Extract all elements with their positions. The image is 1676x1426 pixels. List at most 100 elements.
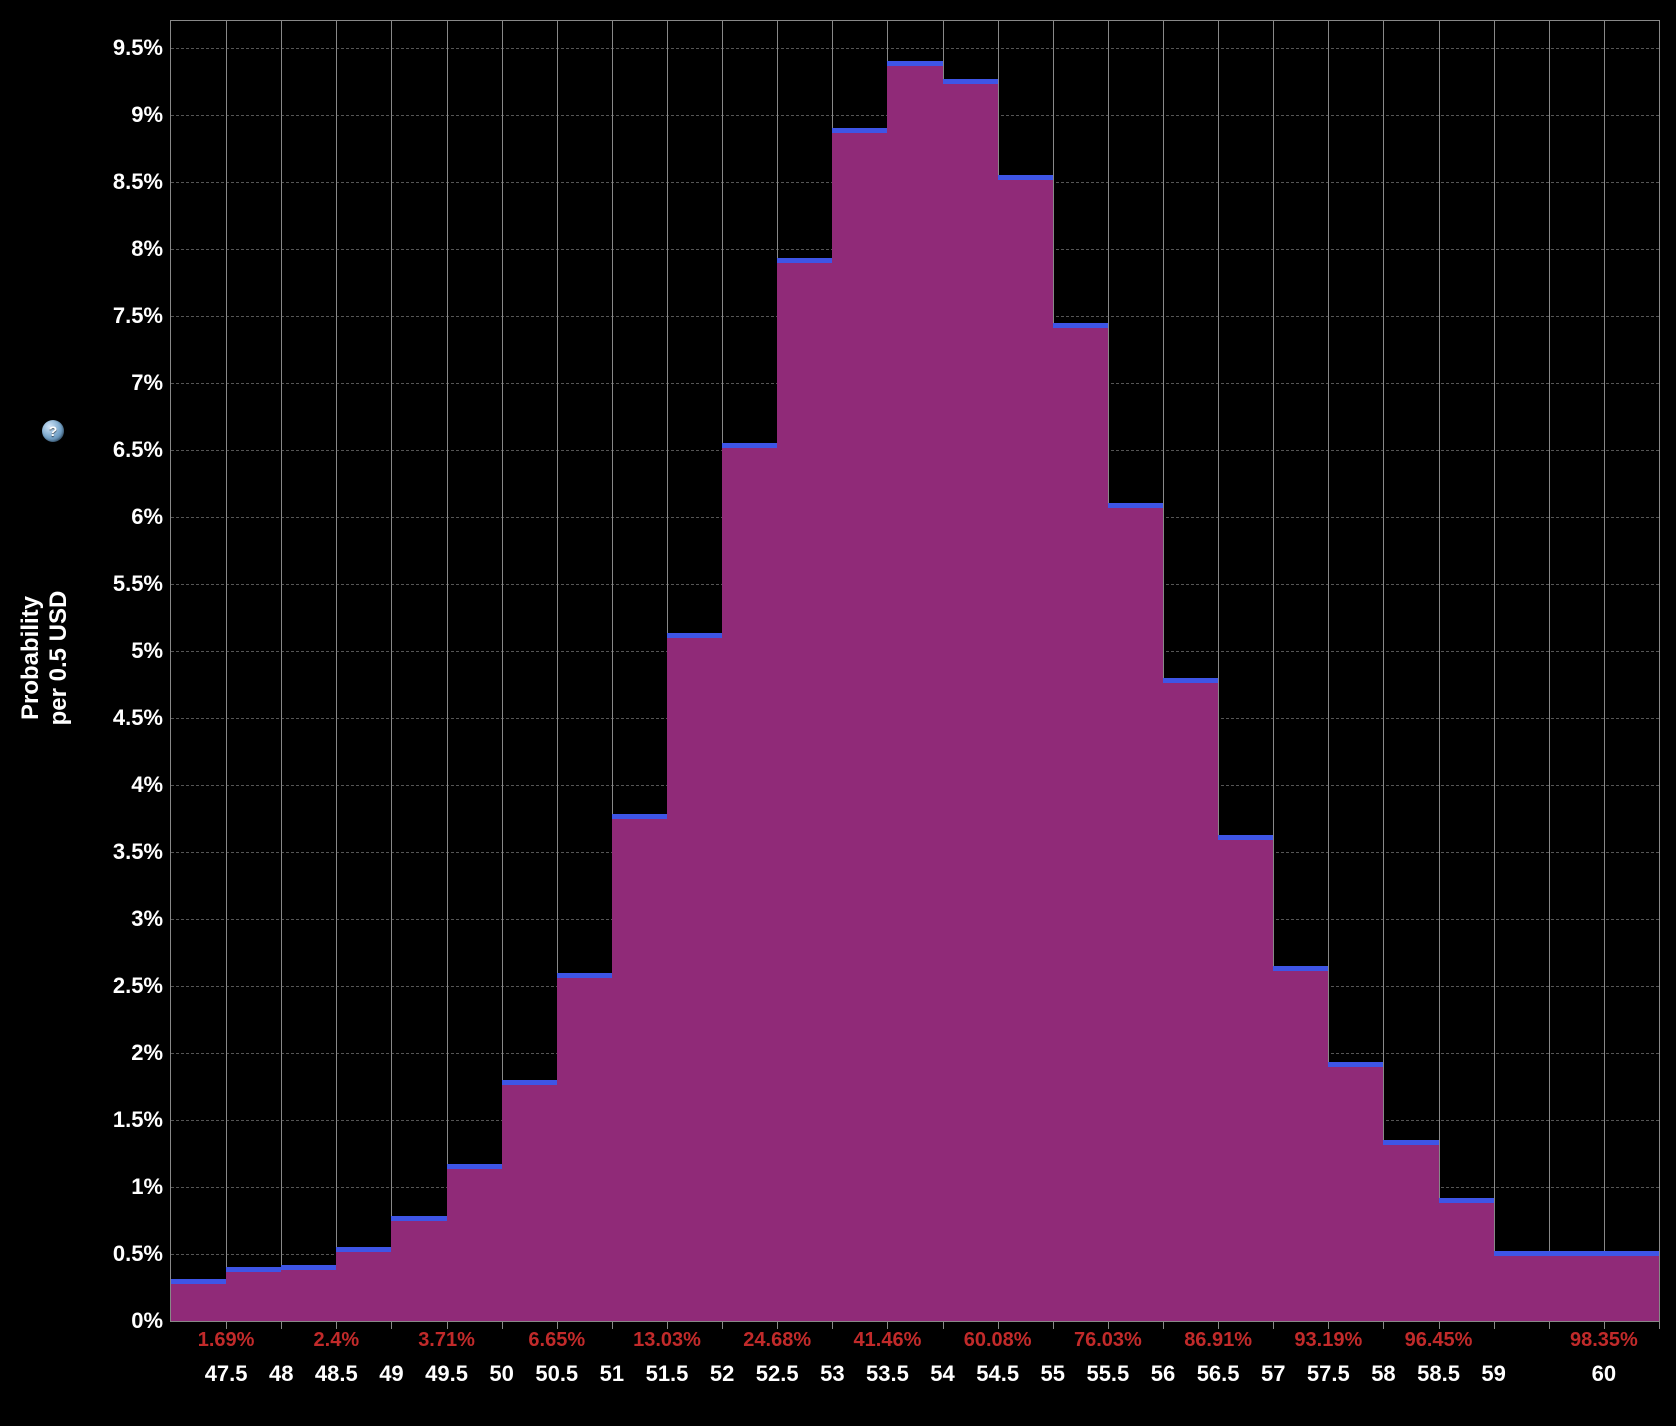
x-tick-label-primary: 55.5 [1086,1321,1129,1387]
histogram-bar-top [1218,835,1273,840]
histogram-bar-fill [1328,1067,1383,1321]
x-tick-label-primary: 58.5 [1417,1321,1460,1387]
histogram-bar-top [1273,966,1328,971]
histogram-bar-fill [1604,1256,1659,1321]
histogram-bar-fill [1439,1203,1494,1321]
x-tick-label-primary: 54.5 [976,1321,1019,1387]
histogram-bar [887,61,942,1321]
histogram-bar-top [1439,1198,1494,1203]
help-icon[interactable] [42,420,64,442]
x-tick-label-primary: 49 [379,1321,403,1387]
y-tick-label: 8.5% [113,169,171,195]
histogram-bar-fill [281,1270,336,1321]
histogram-bar-fill [612,819,667,1321]
x-tick-label-primary: 56.5 [1197,1321,1240,1387]
y-tick-label: 3.5% [113,839,171,865]
gridline-v [391,21,392,1321]
x-tick-label-primary: 58 [1371,1321,1395,1387]
histogram-bar-top [887,61,942,66]
x-tick-label-primary: 53.5 [866,1321,909,1387]
histogram-bar-top [226,1267,281,1272]
gridline-v [1383,21,1384,1321]
histogram-bar [943,79,998,1321]
histogram-bar [447,1164,502,1321]
y-tick-label: 2% [131,1040,171,1066]
histogram-bar-top [336,1247,391,1252]
gridline-v [1659,21,1660,1321]
histogram-bar [1218,835,1273,1321]
probability-histogram: Probability per 0.5 USD 0%0.5%1%1.5%2%2.… [0,0,1676,1426]
histogram-bar [281,1265,336,1321]
x-tick-label-primary: 60 [1592,1321,1616,1387]
histogram-bar-fill [226,1272,281,1321]
histogram-bar-top [281,1265,336,1270]
y-tick-label: 6.5% [113,437,171,463]
histogram-bar-fill [887,66,942,1321]
x-tick-label-primary: 56 [1151,1321,1175,1387]
x-tick-label-primary: 54 [930,1321,954,1387]
y-tick-label: 1.5% [113,1107,171,1133]
histogram-bar-top [557,973,612,978]
histogram-bar [722,443,777,1321]
x-tick-label-primary: 50.5 [535,1321,578,1387]
histogram-bar-fill [722,448,777,1321]
y-axis-label-line2: per 0.5 USD [45,591,72,726]
histogram-bar-top [1494,1251,1549,1256]
histogram-bar [832,128,887,1321]
x-tick-mark [1659,1321,1660,1329]
histogram-bar-fill [1549,1256,1604,1321]
histogram-bar-top [171,1279,226,1284]
x-tick-label-primary: 52 [710,1321,734,1387]
histogram-bar-fill [171,1284,226,1321]
x-tick-label-primary: 57.5 [1307,1321,1350,1387]
x-tick-label-primary: 51.5 [646,1321,689,1387]
histogram-bar [667,633,722,1321]
histogram-bar [1383,1140,1438,1321]
y-axis-label: Probability per 0.5 USD [17,558,73,758]
histogram-bar-top [1108,503,1163,508]
gridline-v [1549,21,1550,1321]
x-tick-label-primary: 59 [1481,1321,1505,1387]
y-tick-label: 9% [131,102,171,128]
histogram-bar-top [998,175,1053,180]
histogram-bar [1163,678,1218,1321]
y-tick-label: 4.5% [113,705,171,731]
histogram-bar-top [1163,678,1218,683]
gridline-v [1494,21,1495,1321]
histogram-bar [391,1216,446,1321]
x-tick-label-primary: 53 [820,1321,844,1387]
histogram-bar-fill [1053,328,1108,1321]
histogram-bar-fill [391,1221,446,1321]
gridline-v [281,21,282,1321]
histogram-bar-fill [502,1085,557,1321]
y-tick-label: 0.5% [113,1241,171,1267]
histogram-bar [1053,323,1108,1321]
histogram-bar-fill [777,263,832,1321]
histogram-bar-fill [1383,1145,1438,1321]
y-tick-label: 7% [131,370,171,396]
x-tick-label-primary: 49.5 [425,1321,468,1387]
histogram-bar-fill [557,978,612,1321]
histogram-bar-top [612,814,667,819]
gridline-h [171,48,1659,49]
histogram-bar [226,1267,281,1321]
histogram-bar [1494,1251,1549,1321]
histogram-bar-top [832,128,887,133]
x-tick-label-primary: 47.5 [205,1321,248,1387]
histogram-bar [612,814,667,1321]
histogram-bar-top [1328,1062,1383,1067]
histogram-bar [502,1080,557,1321]
histogram-bar [998,175,1053,1321]
gridline-v [226,21,227,1321]
histogram-bar-fill [667,638,722,1321]
x-tick-label-primary: 48 [269,1321,293,1387]
y-tick-label: 9.5% [113,35,171,61]
histogram-bar-fill [1494,1256,1549,1321]
histogram-bar [1604,1251,1659,1321]
plot-area: 0%0.5%1%1.5%2%2.5%3%3.5%4%4.5%5%5.5%6%6.… [170,20,1660,1322]
x-tick-label-primary: 51 [600,1321,624,1387]
histogram-bar-top [722,443,777,448]
y-tick-label: 3% [131,906,171,932]
histogram-bar [1439,1198,1494,1321]
histogram-bar-top [943,79,998,84]
